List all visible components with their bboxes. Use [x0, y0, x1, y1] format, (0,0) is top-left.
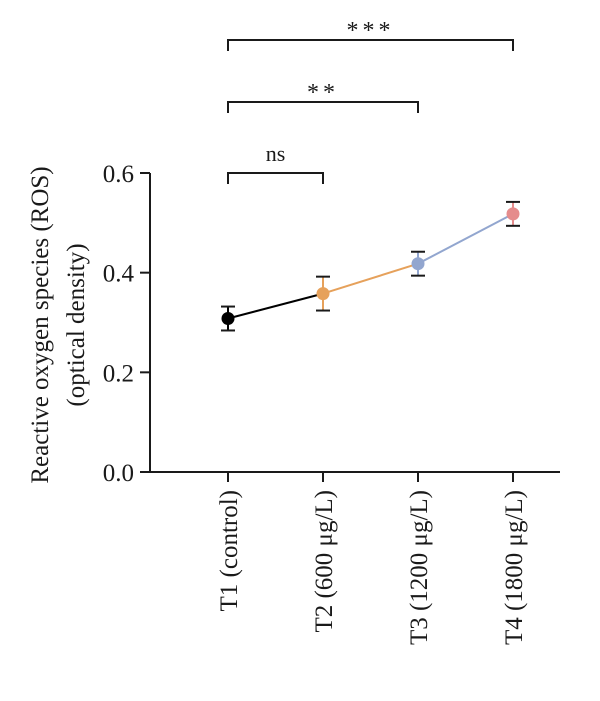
x-tick-label: T1 (control): [216, 490, 243, 611]
significance-bracket: **: [227, 80, 419, 113]
significance-label: ***: [347, 18, 395, 44]
data-point: [506, 207, 520, 221]
x-tick-label: T2 (600 μg/L): [311, 490, 338, 633]
axes: [149, 173, 560, 473]
x-tick-label: T4 (1800 μg/L): [501, 490, 528, 645]
bracket-line: [227, 39, 514, 51]
significance-bracket: ns: [227, 141, 324, 184]
x-tick-label: T3 (1200 μg/L): [406, 490, 433, 645]
y-tick-label: 0.4: [103, 261, 135, 288]
x-ticks: T1 (control) T2 (600 μg/L) T3 (1200 μg/L) T…: [216, 472, 528, 645]
data-point: [221, 312, 235, 326]
y-tick-label: 0.2: [103, 360, 134, 387]
significance-label: **: [307, 80, 339, 106]
bracket-line: [227, 101, 419, 113]
significance-brackets: ns*****: [227, 18, 514, 184]
y-axis-label-line1: Reactive oxygen species (ROS): [27, 166, 54, 483]
significance-bracket: ***: [227, 18, 514, 51]
y-tick-label: 0.6: [103, 161, 134, 188]
y-tick-label: 0.0: [103, 460, 134, 487]
y-axis-label-line2: (optical density): [63, 243, 90, 406]
line-segment: [322, 262, 419, 295]
y-axis-label: Reactive oxygen species (ROS) (optical d…: [27, 166, 90, 483]
y-ticks: 0.0 0.2 0.4 0.6: [103, 161, 150, 487]
data-point: [316, 287, 330, 301]
line-segment: [227, 292, 324, 320]
bracket-line: [227, 172, 324, 184]
data-point: [411, 257, 425, 271]
line-segment: [417, 212, 514, 265]
data-series: [221, 200, 520, 332]
significance-label: ns: [266, 141, 286, 166]
